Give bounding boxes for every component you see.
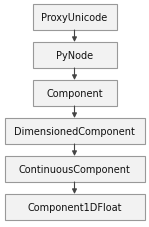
FancyBboxPatch shape [32, 81, 117, 106]
Text: Component1DFloat: Component1DFloat [27, 202, 122, 212]
FancyBboxPatch shape [4, 156, 145, 182]
Text: Component: Component [46, 89, 103, 99]
FancyBboxPatch shape [32, 5, 117, 31]
Text: PyNode: PyNode [56, 51, 93, 61]
Text: DimensionedComponent: DimensionedComponent [14, 126, 135, 136]
FancyBboxPatch shape [4, 194, 145, 220]
Text: ProxyUnicode: ProxyUnicode [41, 13, 108, 23]
FancyBboxPatch shape [4, 118, 145, 144]
Text: ContinuousComponent: ContinuousComponent [19, 164, 130, 174]
FancyBboxPatch shape [32, 43, 117, 69]
